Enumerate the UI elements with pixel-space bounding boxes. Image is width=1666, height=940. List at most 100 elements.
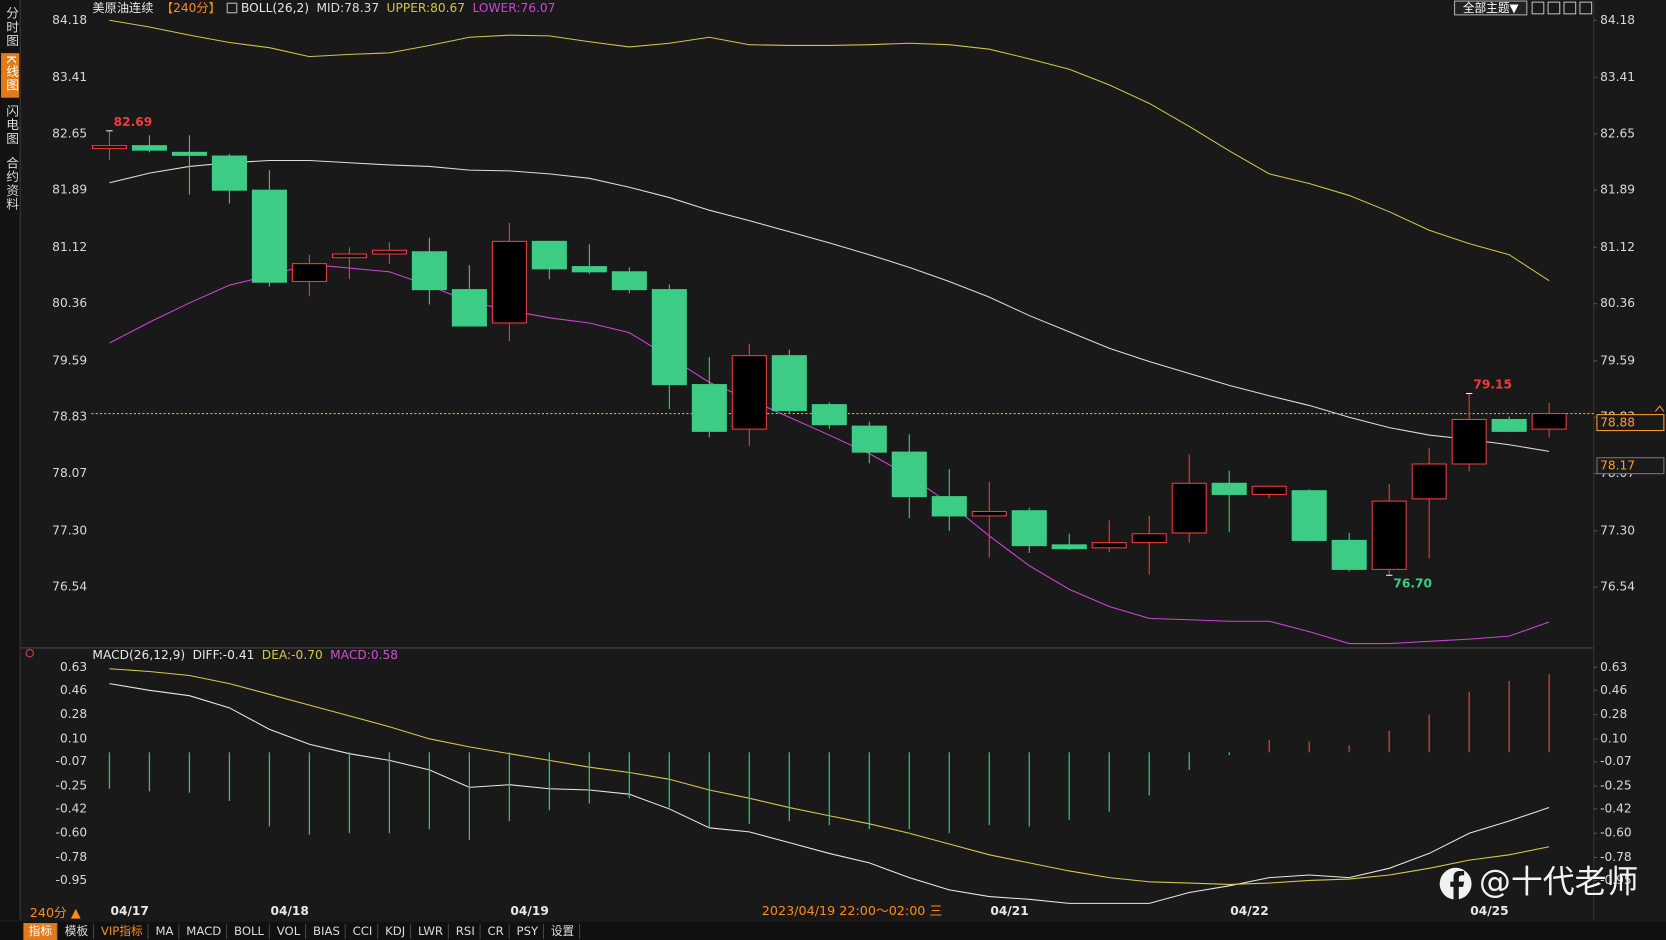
candle-body [1171, 482, 1207, 534]
legend-entry: MID:78.37 [317, 1, 380, 15]
toolbar-tab-label[interactable]: MA [155, 924, 173, 938]
y-tick-label-right: 76.54 [1600, 580, 1635, 594]
candle-body [1451, 418, 1487, 465]
toolbar-tab-label[interactable]: RSI [456, 924, 475, 938]
toolbar-tab-label[interactable]: VOL [277, 924, 301, 938]
y-tick-label-right: -0.25 [1600, 779, 1632, 793]
y-tick-label-right: -0.60 [1600, 826, 1632, 840]
instrument-name: 美原油连续 [92, 0, 153, 15]
sidebar-tab[interactable]: 分时图 [3, 6, 18, 47]
x-tick-label: 04/18 [270, 904, 308, 918]
candle-body [971, 510, 1007, 517]
candle-body [331, 253, 367, 259]
candle-body [1371, 500, 1407, 570]
last-price-label: 78.88 [1600, 416, 1635, 430]
candle-body [371, 249, 407, 255]
candle-body [611, 271, 647, 291]
legend-entry: UPPER:80.67 [387, 1, 466, 15]
y-tick-label-right: -0.95 [1600, 873, 1632, 887]
legend-entry: MACD:0.58 [330, 648, 398, 662]
y-tick-label: 0.63 [60, 660, 87, 674]
candle-body [1251, 485, 1287, 495]
toolbar-tab[interactable]: VOL [277, 924, 307, 939]
y-tick-label-right: 0.28 [1600, 707, 1627, 721]
candle-body [1331, 539, 1367, 570]
toolbar-tab[interactable]: RSI [456, 924, 481, 939]
toolbar-tab-label[interactable]: MACD [186, 924, 221, 938]
toolbar-tab-label[interactable]: CCI [353, 924, 373, 938]
y-tick-label-right: 0.46 [1600, 683, 1627, 697]
candle-body [531, 240, 567, 270]
toolbar-tab[interactable]: KDJ [385, 924, 412, 939]
toolbar-tab-label[interactable]: 设置 [551, 924, 575, 938]
y-tick-label-right: 77.30 [1600, 523, 1635, 537]
legend-entry: DEA:-0.70 [262, 648, 323, 662]
y-tick-label-right: -0.42 [1600, 801, 1632, 815]
y-tick-label: 0.46 [60, 683, 87, 697]
candle-body [91, 145, 127, 150]
sidebar [0, 0, 21, 920]
indicator-name[interactable]: MACD(26,12,9) [92, 648, 185, 662]
y-tick-label-right: 80.36 [1600, 296, 1635, 310]
x-tick-label: 04/22 [1230, 904, 1268, 918]
toolbar-tab[interactable]: CCI [353, 924, 379, 939]
active-tab-bg [1, 53, 20, 98]
indicator-name[interactable]: BOLL(26,2) [241, 1, 309, 15]
toolbar-tab[interactable]: 设置 [551, 924, 581, 939]
candle-body [1411, 463, 1447, 500]
toolbar-tab-label[interactable]: KDJ [385, 924, 405, 938]
toolbar-tab-label[interactable]: BIAS [313, 924, 340, 938]
toolbar-tab[interactable]: 模板 [65, 924, 94, 939]
y-tick-label: 76.54 [52, 580, 87, 594]
candle-body [1091, 542, 1127, 549]
panel-icon[interactable] [25, 648, 34, 658]
toolbar-tab-label[interactable]: LWR [418, 924, 443, 938]
candle-body [691, 384, 727, 432]
high-annotation: 82.69 [114, 115, 153, 129]
toolbar-tab-label[interactable]: 模板 [65, 924, 89, 938]
toolbar-icons[interactable] [1531, 1, 1593, 15]
theme-button-label[interactable]: 全部主题▼ [1463, 1, 1519, 15]
crosshair-label: 2023/04/19 22:00～02:00 三 [762, 904, 942, 919]
candle-body [251, 189, 287, 283]
toolbar-tab-label[interactable]: BOLL [234, 924, 264, 938]
watermark-icon-f [1450, 870, 1465, 900]
period-label: 【240分】 [161, 1, 221, 15]
legend-entry: DIFF:-0.41 [193, 648, 255, 662]
candle-body [931, 496, 967, 517]
toolbar-tab-label[interactable]: CR [488, 924, 504, 938]
toolbar-tab[interactable]: VIP指标 [101, 924, 149, 939]
candle-body [1211, 482, 1247, 495]
candle-body [1291, 490, 1327, 541]
toolbar-tab-label[interactable]: VIP指标 [101, 924, 143, 938]
sidebar-tab[interactable]: 闪电图 [3, 104, 18, 145]
toolbar-tab[interactable]: BIAS [313, 924, 346, 939]
candle-body [891, 451, 927, 498]
toolbar-tab[interactable]: BOLL [234, 924, 270, 939]
toolbar-tab-label[interactable]: 指标 [29, 924, 53, 938]
period-selector[interactable]: 240分 ▲ [30, 906, 81, 921]
y-tick-label: 81.89 [52, 183, 87, 197]
y-tick-label-right: 84.18 [1600, 13, 1635, 27]
legend-entry: LOWER:76.07 [473, 1, 556, 15]
candle-body [571, 266, 607, 273]
toolbar-tab[interactable]: MA [155, 924, 180, 939]
candle-body [131, 145, 167, 151]
sidebar-tab[interactable]: 合约资料 [3, 156, 18, 211]
y-tick-label: -0.95 [56, 873, 88, 887]
sidebar-tab-active[interactable]: K线图 [3, 55, 18, 92]
last-price-box [1596, 414, 1665, 432]
toolbar-tab[interactable]: MACD [186, 924, 228, 939]
toolbar-tab[interactable]: CR [488, 924, 510, 939]
theme-button[interactable] [1454, 0, 1528, 16]
y-tick-label: 78.07 [52, 466, 87, 480]
toolbar-tab[interactable]: PSY [517, 924, 544, 939]
crosshair-box [751, 903, 927, 919]
y-tick-label-right: 0.63 [1600, 660, 1627, 674]
toolbar-tab-label[interactable]: PSY [517, 924, 539, 938]
toolbar-tab[interactable]: LWR [418, 924, 449, 939]
toolbar-tab[interactable]: 指标 [23, 923, 58, 940]
y-tick-label-right: -0.78 [1600, 850, 1632, 864]
